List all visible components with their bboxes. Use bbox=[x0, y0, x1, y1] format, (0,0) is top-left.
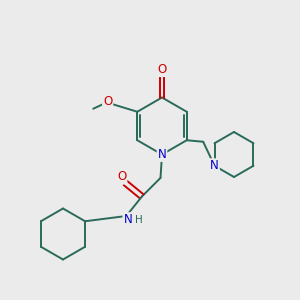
Text: H: H bbox=[135, 214, 143, 225]
Text: O: O bbox=[117, 170, 126, 184]
Text: N: N bbox=[158, 148, 166, 161]
Text: N: N bbox=[123, 213, 132, 226]
Text: O: O bbox=[103, 95, 112, 108]
Text: O: O bbox=[158, 63, 166, 76]
Text: N: N bbox=[210, 159, 219, 172]
